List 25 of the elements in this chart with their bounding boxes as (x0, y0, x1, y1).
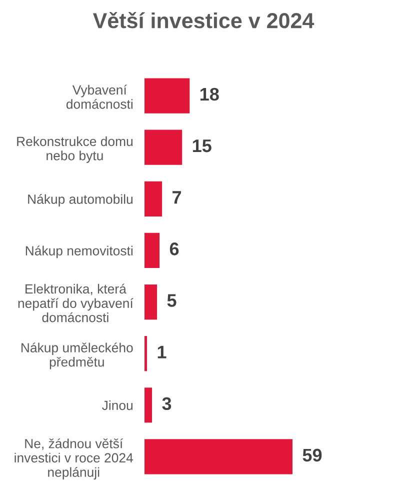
y-tick-label: Nákup nemovitosti (26, 246, 132, 258)
y-tick-label: Nákup uměleckého předmětu (22, 342, 133, 370)
bar (144, 388, 152, 423)
y-tick-label: Jinou (102, 400, 132, 410)
data-label: 6 (170, 242, 179, 256)
bar (144, 78, 190, 114)
y-tick-label: Ne, žádnou větší investici v roce 2024 neplánuji (14, 438, 133, 480)
data-label: 15 (192, 140, 212, 152)
chart-title: Větší investice v 2024 (92, 12, 314, 28)
y-tick-label: Elektronika, která nepatří do vybavení domácnosti (18, 284, 134, 322)
data-label: 1 (158, 346, 166, 358)
bar (144, 130, 182, 165)
bar (144, 284, 158, 320)
data-label: 59 (302, 448, 322, 462)
data-label: 5 (167, 294, 176, 307)
y-tick-label: Vybavení domácnosti (66, 84, 132, 109)
bar (144, 181, 162, 216)
data-label: 18 (200, 88, 219, 101)
bar (144, 336, 147, 372)
data-label: 7 (172, 191, 182, 204)
y-tick-label: Nákup automobilu (28, 194, 133, 206)
bar (144, 232, 160, 268)
bar (144, 439, 292, 474)
y-tick-label: Rekonstrukce domu nebo bytu (17, 136, 133, 163)
data-label: 3 (162, 397, 172, 410)
